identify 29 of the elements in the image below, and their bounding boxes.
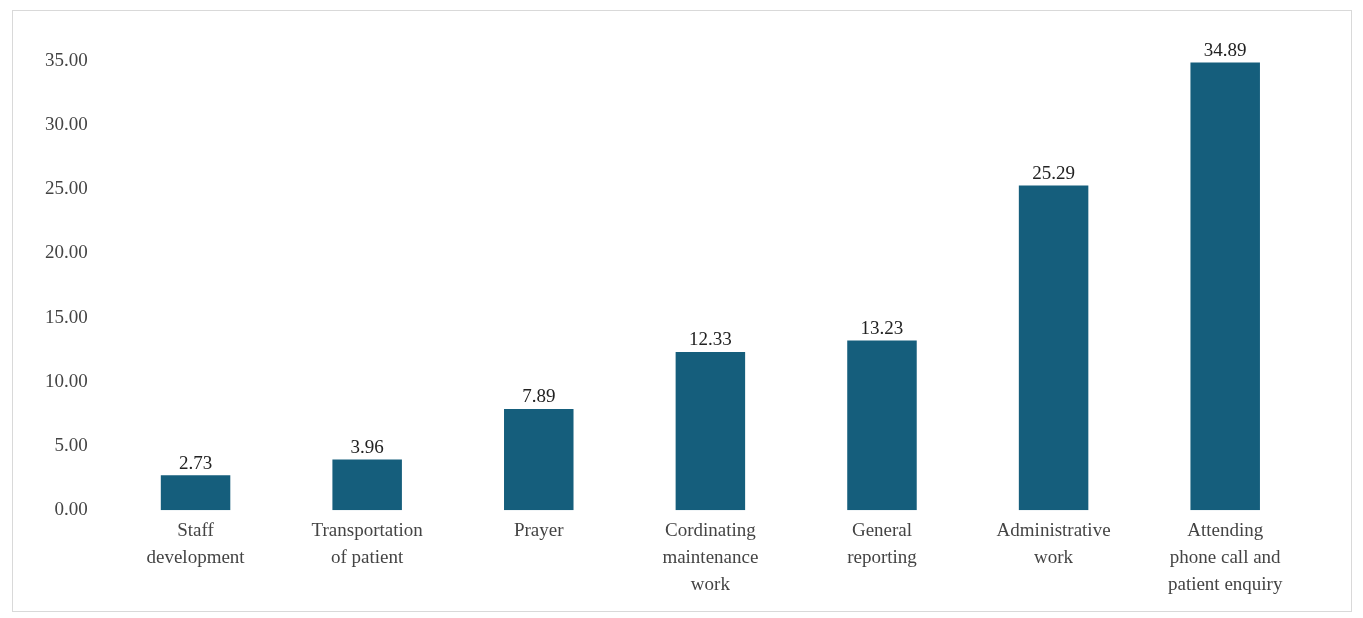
data-label: 2.73 (178, 451, 213, 473)
bar (1190, 62, 1260, 511)
y-tick-label: 15.00 (45, 305, 88, 327)
bar (332, 459, 402, 511)
x-tick-label: Administrative work (996, 519, 1111, 568)
bar (675, 351, 746, 511)
x-tick-label: Transportation of patient (311, 519, 424, 568)
y-tick-label: 10.00 (45, 369, 88, 391)
y-tick-label: 35.00 (45, 48, 88, 70)
x-tick-label: Cordinating maintenance work (662, 519, 759, 594)
bar (1018, 185, 1089, 511)
x-tick-label: Prayer (513, 519, 565, 541)
bar (847, 340, 917, 511)
bar (160, 475, 231, 511)
data-label: 34.89 (1203, 38, 1247, 60)
y-tick-label: 30.00 (45, 113, 88, 135)
y-tick-label: 5.00 (54, 434, 88, 456)
y-tick-label: 25.00 (45, 177, 88, 199)
data-label: 25.29 (1032, 162, 1075, 184)
data-label: 13.23 (860, 316, 904, 338)
data-label: 12.33 (689, 328, 732, 350)
x-tick-label: General reporting (847, 519, 918, 568)
x-tick-label: Staff development (146, 519, 246, 568)
y-tick-label: 0.00 (54, 498, 88, 520)
data-label: 7.89 (522, 385, 556, 407)
x-tick-label: Attending phone call and patient enquiry (1167, 519, 1283, 594)
data-label: 3.96 (350, 435, 384, 457)
y-tick-label: 20.00 (45, 241, 88, 263)
bar (504, 408, 574, 511)
